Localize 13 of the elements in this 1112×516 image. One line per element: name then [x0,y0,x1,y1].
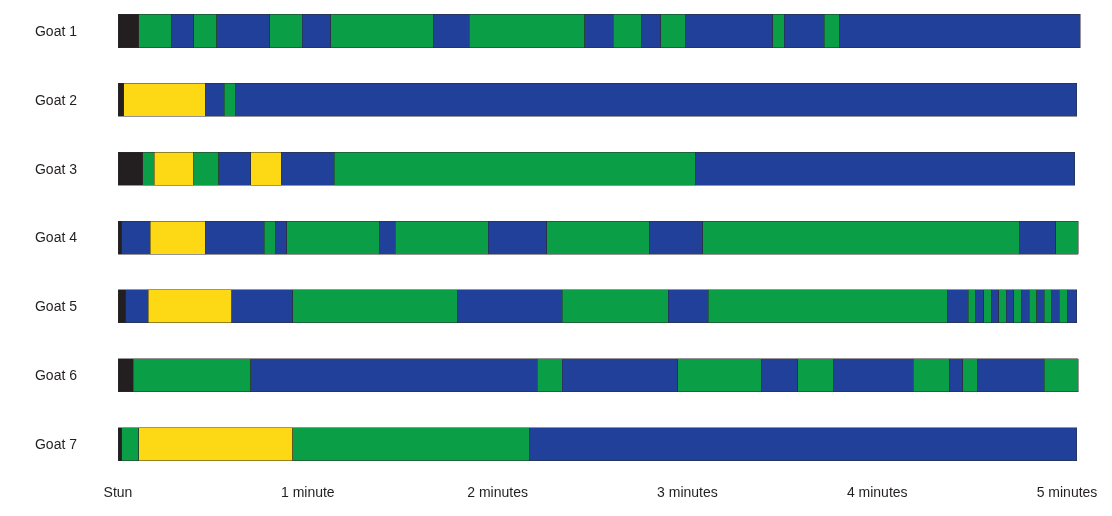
x-tick-label: 5 minutes [1036,484,1098,500]
x-tick-label: 2 minutes [467,484,528,500]
y-tick-label: Goat 6 [34,367,78,384]
x-tick-label: Stun [103,484,133,500]
x-tick-label: 3 minutes [657,484,718,500]
y-tick-label: Goat 2 [34,91,78,108]
y-tick-label: Goat 7 [34,436,78,453]
y-tick-label: Goat 1 [34,22,78,39]
y-tick-label: Goat 4 [34,229,78,246]
y-tick-label: Goat 3 [34,160,78,177]
x-tick-label: 1 minute [280,484,335,500]
y-tick-label: Goat 5 [34,298,78,315]
x-tick-label: 4 minutes [846,484,908,500]
